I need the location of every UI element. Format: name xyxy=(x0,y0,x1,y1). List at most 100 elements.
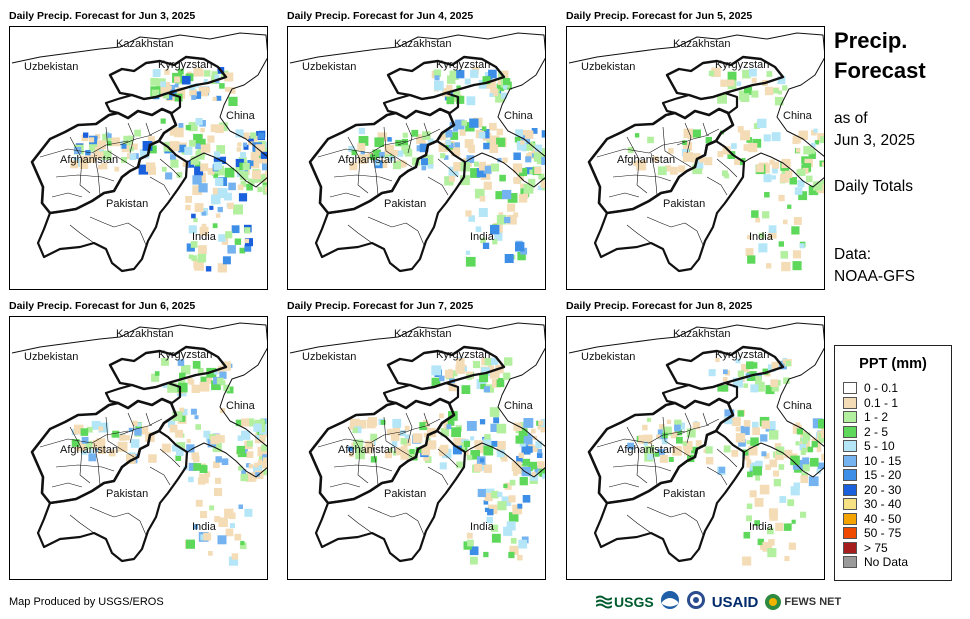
legend-swatch xyxy=(843,541,857,554)
doi-seal-logo xyxy=(686,590,706,615)
legend-swatch xyxy=(843,454,857,467)
china-label: China xyxy=(504,110,534,122)
region-border xyxy=(289,32,545,188)
pakistan-label: Pakistan xyxy=(106,488,148,500)
usgs-wave-icon xyxy=(596,595,612,609)
legend-label: 0.1 - 1 xyxy=(864,395,899,410)
tajikistan-border xyxy=(104,91,182,120)
panel-title: Daily Precip. Forecast for Jun 7, 2025 xyxy=(287,300,474,312)
panel-title: Daily Precip. Forecast for Jun 4, 2025 xyxy=(287,10,474,22)
china-label: China xyxy=(783,110,813,122)
uzbekistan-label: Uzbekistan xyxy=(581,61,635,73)
legend-item: 30 - 40 xyxy=(843,497,901,511)
legend-swatch xyxy=(843,440,857,452)
legend-label: 15 - 20 xyxy=(864,468,902,482)
afghanistan-label: Afghanistan xyxy=(338,444,396,456)
legend-swatch xyxy=(843,512,857,525)
panel-title: Daily Precip. Forecast for Jun 6, 2025 xyxy=(9,300,196,312)
kazakhstan-label: Kazakhstan xyxy=(673,328,730,340)
fews-logo: FEWS NET xyxy=(764,593,841,611)
precip-cells xyxy=(348,357,545,565)
china-label: China xyxy=(783,400,813,412)
precip-cells xyxy=(71,358,267,566)
legend-item: 2 - 5 xyxy=(843,425,888,439)
usgs-logo: USGS xyxy=(596,594,654,610)
legend-swatch xyxy=(843,411,857,423)
map-credit: Map Produced by USGS/EROS xyxy=(9,596,164,608)
legend-label: 30 - 40 xyxy=(864,497,902,511)
india-label: India xyxy=(749,231,774,243)
china-label: China xyxy=(226,110,256,122)
china-label: China xyxy=(504,400,534,412)
panel-title: Daily Precip. Forecast for Jun 8, 2025 xyxy=(566,300,753,312)
legend-item: 40 - 50 xyxy=(843,512,901,526)
india-label: India xyxy=(749,521,774,533)
india-label: India xyxy=(470,521,495,533)
tajikistan-border xyxy=(382,91,460,120)
afghanistan-border xyxy=(587,107,735,215)
precip-map: Kazakhstan Uzbekistan Kyrgyzstan China Afgha… xyxy=(9,316,268,580)
region-border xyxy=(568,322,824,478)
kyrgyzstan-label: Kyrgyzstan xyxy=(436,59,490,71)
afghanistan-label: Afghanistan xyxy=(60,444,118,456)
legend-swatch xyxy=(843,382,857,394)
legend-swatch xyxy=(843,483,857,496)
panel-title: Daily Precip. Forecast for Jun 3, 2025 xyxy=(9,10,196,22)
uzbekistan-label: Uzbekistan xyxy=(24,351,78,363)
precip-cells xyxy=(627,67,824,272)
legend-item: 20 - 30 xyxy=(843,483,901,497)
afghanistan-border xyxy=(587,397,735,505)
uzbekistan-label: Uzbekistan xyxy=(302,351,356,363)
kyrgyzstan-label: Kyrgyzstan xyxy=(715,59,769,71)
kazakhstan-label: Kazakhstan xyxy=(394,38,451,50)
precip-cells xyxy=(70,67,267,273)
precip-map: Kazakhstan Uzbekistan Kyrgyzstan China Afgha… xyxy=(287,26,546,290)
legend-item: 0 - 0.1 xyxy=(843,381,898,395)
uzbekistan-label: Uzbekistan xyxy=(302,61,356,73)
uzbekistan-label: Uzbekistan xyxy=(24,61,78,73)
uzbekistan-label: Uzbekistan xyxy=(581,351,635,363)
legend-swatch xyxy=(843,469,857,481)
afghanistan-label: Afghanistan xyxy=(617,154,675,166)
as-of-date: as of Jun 3, 2025 xyxy=(834,110,916,149)
pakistan-label: Pakistan xyxy=(106,198,148,210)
noaa-logo xyxy=(660,590,680,615)
legend-swatch xyxy=(843,425,857,438)
region-border xyxy=(568,32,824,188)
legend-label: No Data xyxy=(864,555,909,569)
kyrgyzstan-label: Kyrgyzstan xyxy=(715,349,769,361)
kazakhstan-label: Kazakhstan xyxy=(116,38,173,50)
kazakhstan-label: Kazakhstan xyxy=(116,328,173,340)
tajikistan-border xyxy=(661,91,739,120)
legend-label: > 75 xyxy=(864,540,888,555)
precip-map: Kazakhstan Uzbekistan Kyrgyzstan China Afgha… xyxy=(566,316,825,580)
precip-cells xyxy=(348,67,545,267)
legend-label: 40 - 50 xyxy=(864,511,902,526)
legend-item: 10 - 15 xyxy=(843,454,901,468)
region-border xyxy=(11,32,267,188)
legend-swatch xyxy=(843,527,857,539)
afghanistan-label: Afghanistan xyxy=(60,154,118,166)
precip-cells xyxy=(627,357,824,566)
legend-label: 1 - 2 xyxy=(864,410,889,424)
india-label: India xyxy=(470,231,495,243)
precip-map: Kazakhstan Uzbekistan Kyrgyzstan China Afgha… xyxy=(287,316,546,580)
afghanistan-border xyxy=(30,107,178,215)
india-label: India xyxy=(192,521,217,533)
kazakhstan-label: Kazakhstan xyxy=(673,38,730,50)
legend-title: PPT (mm) xyxy=(859,356,927,372)
legend-label: 50 - 75 xyxy=(864,526,902,540)
pakistan-label: Pakistan xyxy=(384,198,426,210)
pakistan-label: Pakistan xyxy=(663,488,705,500)
precip-map: Kazakhstan Uzbekistan Kyrgyzstan China Afgha… xyxy=(566,26,825,290)
legend-label: 5 - 10 xyxy=(864,439,895,453)
daily-totals-label: Daily Totals xyxy=(834,178,913,195)
afghanistan-label: Afghanistan xyxy=(617,444,675,456)
legend-item: 0.1 - 1 xyxy=(843,396,898,410)
afghanistan-border xyxy=(308,107,456,215)
legend-label: 20 - 30 xyxy=(864,482,902,497)
afghanistan-label: Afghanistan xyxy=(338,154,396,166)
china-label: China xyxy=(226,400,256,412)
legend-label: 10 - 15 xyxy=(864,453,902,468)
